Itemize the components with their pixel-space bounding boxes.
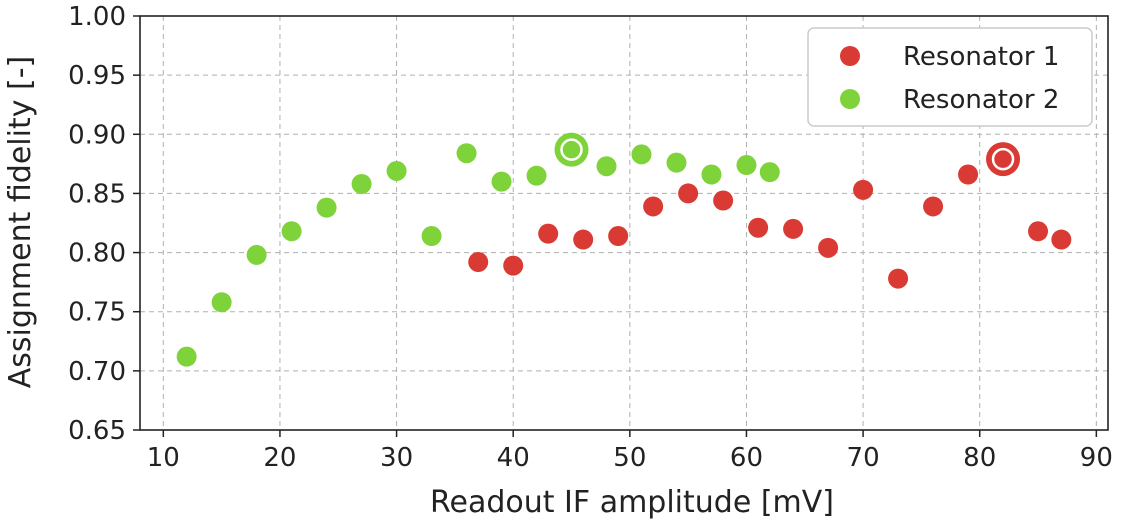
y-tick-label: 0.85: [68, 179, 126, 209]
x-tick-label: 50: [613, 443, 646, 473]
data-point: [783, 218, 804, 239]
x-axis-title: Readout IF amplitude [mV]: [430, 485, 834, 520]
y-tick-label: 0.80: [68, 239, 126, 269]
data-point: [538, 223, 559, 244]
plot-frame: [139, 15, 1109, 431]
x-tick-label: 70: [847, 443, 880, 473]
data-point: [818, 237, 839, 258]
data-point: [351, 173, 372, 194]
data-point: [713, 190, 734, 211]
data-point: [923, 196, 944, 217]
highlight-ring: [991, 147, 1015, 171]
data-point: [176, 346, 197, 367]
legend-marker-resonator-1: [840, 46, 860, 66]
data-point: [666, 152, 687, 173]
x-tick-label: 60: [730, 443, 763, 473]
data-point: [573, 229, 594, 250]
axis-ticks: 10 20 30 40 50 60 70 80 90 0.65 0.70 0.75 0.80 0.85 0.…: [68, 2, 1113, 473]
legend-marker-resonator-2: [840, 89, 860, 109]
y-tick-label: 0.90: [68, 120, 126, 150]
data-point: [958, 164, 979, 185]
data-point: [608, 226, 629, 247]
data-point: [316, 197, 337, 218]
data-point: [643, 196, 664, 217]
data-point: [759, 162, 780, 183]
data-point: [596, 156, 617, 177]
highlight-ring: [560, 138, 583, 161]
highlight-marker: [986, 142, 1021, 177]
y-axis-title: Assignment fidelity [-]: [3, 56, 38, 389]
y-tick-label: 1.00: [68, 2, 126, 32]
legend-box: [807, 27, 1093, 127]
data-point: [281, 221, 302, 242]
data-point: [678, 183, 699, 204]
data-point: [736, 155, 757, 176]
data-point: [1051, 229, 1072, 250]
data-point: [526, 165, 547, 186]
x-tick-label: 40: [497, 443, 530, 473]
data-point: [701, 164, 722, 185]
highlight-marker: [554, 132, 589, 167]
data-point: [631, 144, 652, 165]
y-tick-label: 0.75: [68, 298, 126, 328]
legend-label-resonator-1: Resonator 1: [903, 42, 1059, 72]
data-point: [748, 217, 769, 238]
data-point: [211, 292, 232, 313]
data-point: [503, 255, 524, 276]
x-tick-label: 30: [380, 443, 413, 473]
legend-label-resonator-2: Resonator 2: [903, 85, 1059, 115]
data-point: [853, 179, 874, 200]
y-tick-label: 0.70: [68, 357, 126, 387]
data-point: [386, 160, 407, 181]
data-point: [491, 171, 512, 192]
y-tick-label: 0.95: [68, 61, 126, 91]
data-point: [456, 143, 477, 164]
x-tick-label: 80: [963, 443, 996, 473]
data-point: [888, 268, 909, 289]
x-tick-label: 10: [147, 443, 180, 473]
data-point: [246, 244, 267, 265]
legend: Resonator 1 Resonator 2: [807, 27, 1093, 127]
series-resonator-2: [176, 132, 780, 367]
y-tick-label: 0.65: [68, 416, 126, 446]
grid-lines: [140, 15, 1108, 431]
data-point: [421, 226, 442, 247]
data-point: [1028, 221, 1049, 242]
data-points: [176, 132, 1072, 367]
x-tick-label: 20: [263, 443, 296, 473]
series-resonator-1: [468, 142, 1072, 289]
data-point: [468, 252, 489, 273]
x-tick-label: 90: [1080, 443, 1113, 473]
